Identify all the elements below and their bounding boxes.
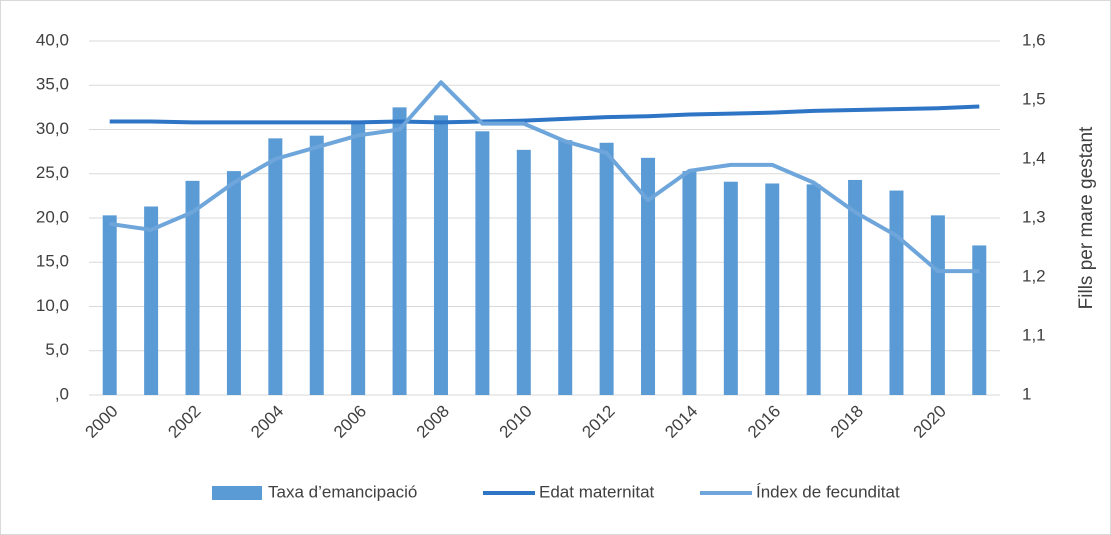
bar (268, 138, 283, 395)
bar (889, 190, 904, 395)
bar (972, 245, 987, 395)
bar (102, 215, 117, 395)
y2-tick-label: 1,5 (1022, 89, 1046, 108)
y2-tick-label: 1,2 (1022, 266, 1046, 285)
y-tick-label: 10,0 (36, 296, 69, 315)
bar (806, 184, 821, 395)
legend-label: Taxa d’emancipació (268, 482, 417, 501)
legend-label: Índex de fecunditat (756, 482, 900, 501)
y-tick-label: 40,0 (36, 30, 69, 49)
y2-tick-label: 1,4 (1022, 148, 1046, 167)
y2-tick-label: 1,3 (1022, 207, 1046, 226)
y-tick-label: 25,0 (36, 163, 69, 182)
y-tick-label: 30,0 (36, 119, 69, 138)
bar (309, 135, 324, 395)
y2-axis-label: Fills per mare gestant (1076, 126, 1097, 309)
bar (392, 107, 407, 395)
y-tick-label: 20,0 (36, 207, 69, 226)
bar (599, 142, 614, 395)
bar (185, 180, 200, 395)
bar (765, 183, 780, 395)
y-tick-label: 15,0 (36, 252, 69, 271)
bar (226, 171, 241, 395)
bar (433, 115, 448, 395)
bar (930, 215, 945, 395)
legend-swatch (212, 486, 262, 500)
line-series (109, 104, 980, 125)
y-tick-label: ,0 (55, 384, 69, 403)
bar (723, 181, 738, 395)
bar (144, 206, 159, 395)
bar (516, 149, 531, 395)
legend-label: Edat maternitat (539, 482, 655, 501)
bar (351, 122, 366, 396)
y-tick-label: 35,0 (36, 75, 69, 94)
bar (682, 171, 697, 395)
bar (475, 131, 490, 395)
y2-tick-label: 1 (1022, 384, 1031, 403)
bar (848, 179, 863, 395)
bar (641, 157, 656, 395)
line-series (109, 80, 980, 274)
y2-tick-label: 1,6 (1022, 30, 1046, 49)
y2-tick-label: 1,1 (1022, 325, 1046, 344)
y-tick-label: 5,0 (45, 340, 69, 359)
bar (558, 140, 573, 395)
